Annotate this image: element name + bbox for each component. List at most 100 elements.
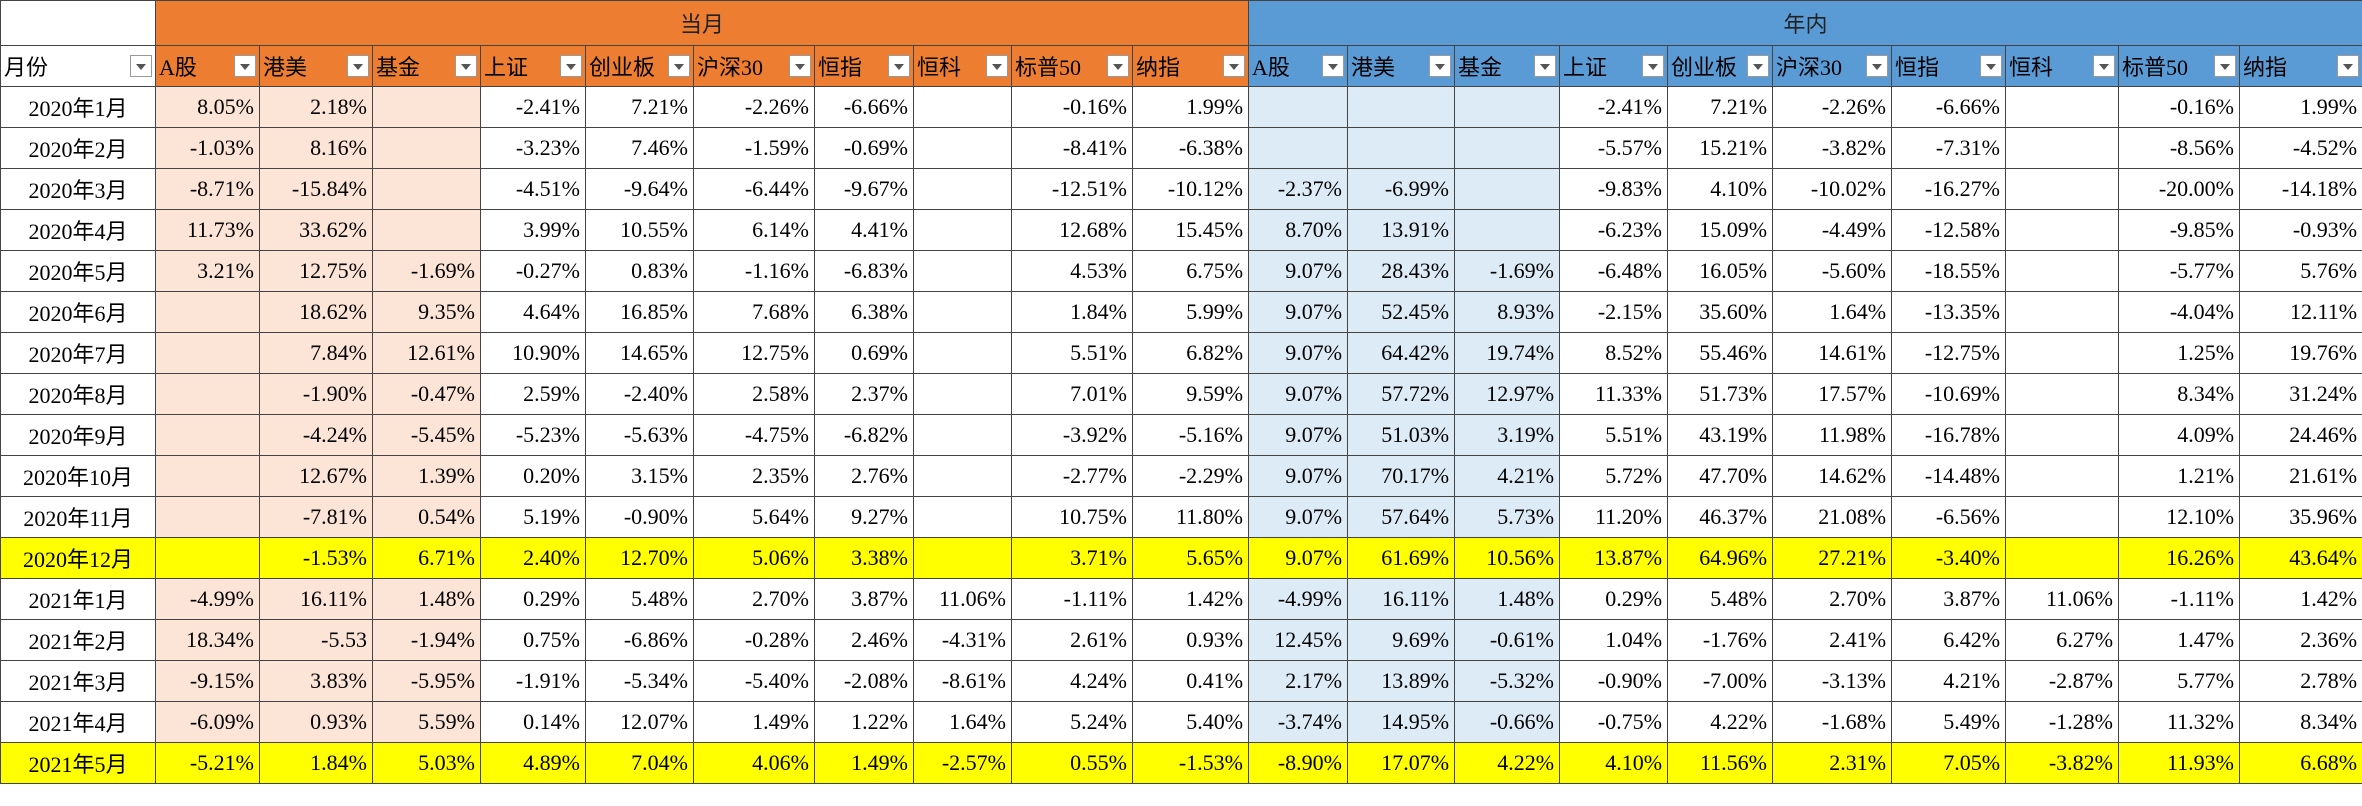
cell: [2005, 455, 2120, 497]
filter-button[interactable]: [2093, 55, 2116, 77]
cell: 5.51%: [1559, 414, 1669, 456]
cell: -2.41%: [480, 86, 586, 128]
cell: 2.58%: [693, 373, 815, 415]
cell: 15.45%: [1131, 209, 1250, 251]
cell: 14.61%: [1772, 332, 1893, 374]
cell: -8.61%: [913, 660, 1012, 702]
cell: -4.99%: [155, 578, 260, 620]
cell: -4.51%: [480, 168, 586, 210]
data-row: 2020年10月 12.67% 1.39% 0.20% 3.15% 2.35% 2.76% -…: [0, 455, 2362, 497]
filter-button[interactable]: [1747, 55, 1770, 77]
cell: 1.48%: [1454, 578, 1561, 620]
cell: 1.25%: [2118, 332, 2241, 374]
cell: 16.11%: [259, 578, 373, 620]
cell: 2.36%: [2239, 619, 2362, 661]
filter-button[interactable]: [130, 55, 152, 77]
cell: -2.26%: [693, 86, 815, 128]
filter-button[interactable]: [1223, 55, 1246, 77]
cell: [372, 86, 481, 128]
filter-button[interactable]: [1429, 55, 1452, 77]
cell: 16.11%: [1347, 578, 1456, 620]
cell: -0.69%: [814, 127, 914, 169]
month-cell: 2021年4月: [0, 701, 156, 743]
filter-button[interactable]: [1980, 55, 2003, 77]
filter-button[interactable]: [560, 55, 582, 77]
cell: -4.24%: [259, 414, 373, 456]
cell: 4.21%: [1891, 660, 2007, 702]
cell: -5.60%: [1772, 250, 1893, 292]
cell: 9.07%: [1248, 250, 1349, 292]
cell: 8.34%: [2118, 373, 2241, 415]
cell: 5.72%: [1559, 455, 1669, 497]
cell: 11.98%: [1772, 414, 1893, 456]
cell: [372, 209, 481, 251]
filter-button[interactable]: [986, 55, 1008, 77]
cell: 5.99%: [1131, 291, 1250, 333]
month-cell: 2020年6月: [0, 291, 156, 333]
cell: 3.83%: [259, 660, 373, 702]
month-cell: 2021年1月: [0, 578, 156, 620]
cell: -0.66%: [1454, 701, 1561, 743]
filter-button[interactable]: [1642, 55, 1665, 77]
cell: 11.33%: [1559, 373, 1669, 415]
cell: 5.49%: [1891, 701, 2007, 743]
cell: 12.11%: [2239, 291, 2362, 333]
cell: 9.07%: [1248, 291, 1349, 333]
data-row: 2021年3月 -9.15% 3.83% -5.95% -1.91% -5.34% -5.4…: [0, 660, 2362, 702]
cell: 28.43%: [1347, 250, 1456, 292]
cell: [1347, 86, 1456, 128]
cell: 4.10%: [1667, 168, 1774, 210]
filter-button[interactable]: [1322, 55, 1345, 77]
cell: [913, 291, 1012, 333]
cell: -3.23%: [480, 127, 586, 169]
cell: -9.83%: [1559, 168, 1669, 210]
month-cell: 2020年8月: [0, 373, 156, 415]
cell: -14.48%: [1891, 455, 2007, 497]
cell: -6.44%: [693, 168, 815, 210]
month-cell: 2020年11月: [0, 496, 156, 538]
cell: 51.73%: [1667, 373, 1774, 415]
filter-button[interactable]: [888, 55, 910, 77]
cell: 57.72%: [1347, 373, 1456, 415]
cell: -5.34%: [585, 660, 694, 702]
cell: 1.49%: [693, 701, 815, 743]
cell: 43.19%: [1667, 414, 1774, 456]
column-header: 标普50: [1011, 45, 1133, 87]
filter-button[interactable]: [2337, 55, 2360, 77]
filter-button[interactable]: [668, 55, 690, 77]
cell: 35.60%: [1667, 291, 1774, 333]
cell: 4.09%: [2118, 414, 2241, 456]
filter-button[interactable]: [1534, 55, 1557, 77]
cell: [2005, 291, 2120, 333]
cell: 18.62%: [259, 291, 373, 333]
column-header: 港美: [1347, 45, 1456, 87]
cell: 1.22%: [814, 701, 914, 743]
filter-button[interactable]: [1107, 55, 1129, 77]
cell: 1.99%: [1131, 86, 1250, 128]
filter-button[interactable]: [234, 55, 256, 77]
cell: 35.96%: [2239, 496, 2362, 538]
filter-button[interactable]: [1866, 55, 1889, 77]
cell: 5.40%: [1131, 701, 1250, 743]
month-cell: 2020年2月: [0, 127, 156, 169]
cell: 8.05%: [155, 86, 260, 128]
filter-button[interactable]: [455, 55, 477, 77]
cell: -5.57%: [1559, 127, 1669, 169]
cell: -6.56%: [1891, 496, 2007, 538]
filter-button[interactable]: [347, 55, 369, 77]
cell: 6.82%: [1131, 332, 1250, 374]
cell: 2.61%: [1011, 619, 1133, 661]
month-cell: 2021年2月: [0, 619, 156, 661]
cell: -20.00%: [2118, 168, 2241, 210]
filter-button[interactable]: [789, 55, 811, 77]
cell: [1347, 127, 1456, 169]
filter-button[interactable]: [2214, 55, 2237, 77]
cell: 5.59%: [372, 701, 481, 743]
cell: 2.70%: [693, 578, 815, 620]
cell: -16.78%: [1891, 414, 2007, 456]
cell: [913, 209, 1012, 251]
cell: 7.46%: [585, 127, 694, 169]
cell: 0.29%: [1559, 578, 1669, 620]
month-cell: 2020年3月: [0, 168, 156, 210]
cell: [155, 373, 260, 415]
